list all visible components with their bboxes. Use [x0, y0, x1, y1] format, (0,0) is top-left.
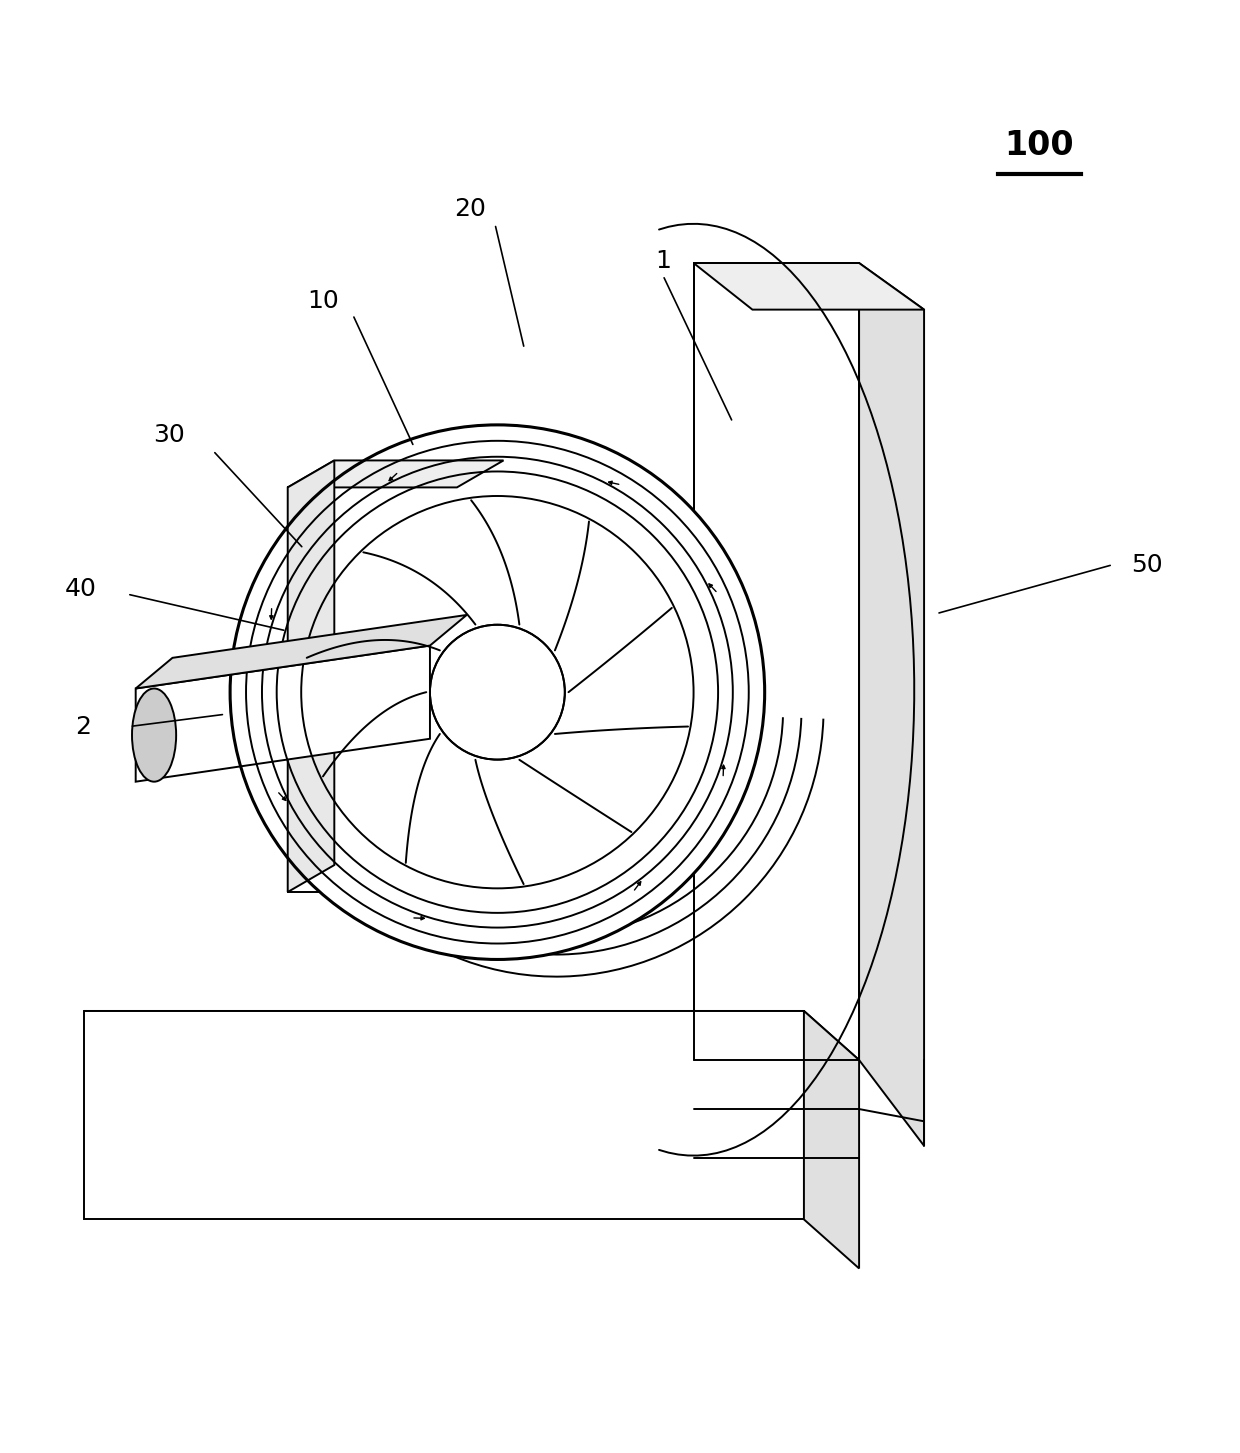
Text: 1: 1: [655, 248, 671, 273]
Polygon shape: [135, 615, 466, 689]
Ellipse shape: [231, 424, 765, 959]
Ellipse shape: [131, 689, 176, 782]
Polygon shape: [693, 263, 859, 1061]
Text: 10: 10: [308, 289, 340, 312]
Text: 20: 20: [455, 198, 486, 221]
Text: 100: 100: [1004, 129, 1074, 163]
Polygon shape: [288, 461, 335, 892]
Polygon shape: [84, 1011, 804, 1219]
Ellipse shape: [433, 628, 563, 757]
Polygon shape: [859, 263, 924, 1146]
Text: 30: 30: [153, 423, 185, 446]
Text: 50: 50: [1131, 552, 1163, 577]
Text: 2: 2: [74, 715, 91, 738]
Polygon shape: [288, 487, 456, 892]
Polygon shape: [288, 461, 503, 487]
Polygon shape: [84, 1011, 859, 1061]
Polygon shape: [804, 1011, 859, 1268]
Polygon shape: [693, 263, 924, 309]
Polygon shape: [135, 645, 430, 782]
Text: 40: 40: [64, 577, 97, 602]
